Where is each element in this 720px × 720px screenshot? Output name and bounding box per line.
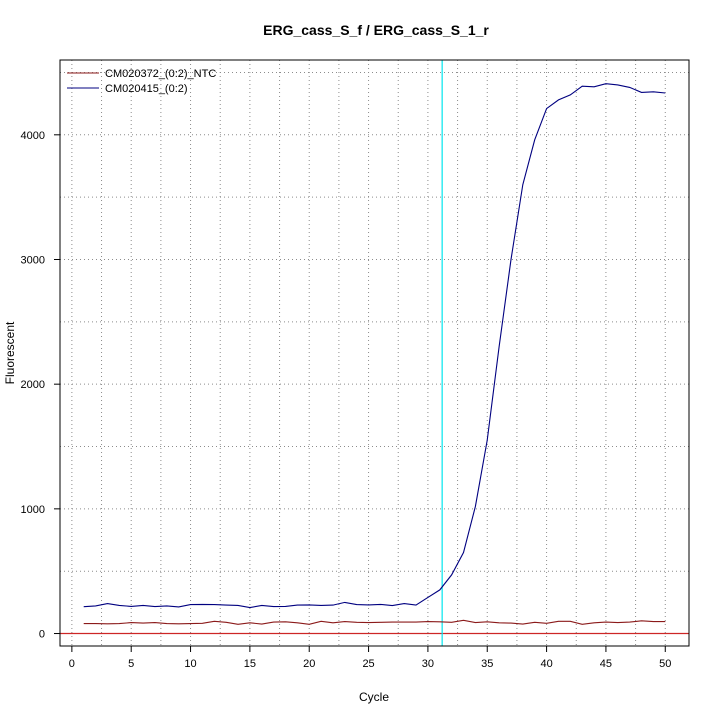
- y-tick-label: 3000: [21, 254, 45, 266]
- x-tick-label: 40: [540, 658, 552, 670]
- x-tick-label: 45: [600, 658, 612, 670]
- series-lines: [83, 83, 666, 625]
- reference-lines: [60, 60, 689, 646]
- x-tick-label: 35: [481, 658, 493, 670]
- x-tick-label: 20: [303, 658, 315, 670]
- y-tick-label: 0: [39, 629, 45, 641]
- legend-label-1: CM020372_(0:2)_NTC: [105, 68, 216, 80]
- x-tick-label: 25: [362, 658, 374, 670]
- y-axis-label: Fluorescent: [3, 321, 17, 384]
- x-tick-label: 15: [244, 658, 256, 670]
- x-tick-label: 30: [422, 658, 434, 670]
- legend: CM020372_(0:2)_NTC CM020415_(0:2): [67, 68, 216, 95]
- x-tick-label: 50: [659, 658, 671, 670]
- y-tick-label: 1000: [21, 504, 45, 516]
- x-tick-label: 5: [128, 658, 134, 670]
- grid: [60, 60, 689, 646]
- x-tick-label: 10: [184, 658, 196, 670]
- legend-label-2: CM020415_(0:2): [105, 83, 188, 95]
- plot-frame: [59, 59, 690, 647]
- chart-title: ERG_cass_S_f / ERG_cass_S_1_r: [263, 22, 489, 38]
- y-tick-label: 2000: [21, 379, 45, 391]
- x-tick-label: 0: [69, 658, 75, 670]
- x-axis-label: Cycle: [359, 690, 389, 704]
- y-tick-label: 4000: [21, 130, 45, 142]
- series-line-1: [83, 619, 666, 625]
- axes: 0 5 10 15 20 25 30 35 40 45 50 0 1000 2000 3000 4000: [21, 130, 672, 670]
- series-line-2: [83, 83, 666, 609]
